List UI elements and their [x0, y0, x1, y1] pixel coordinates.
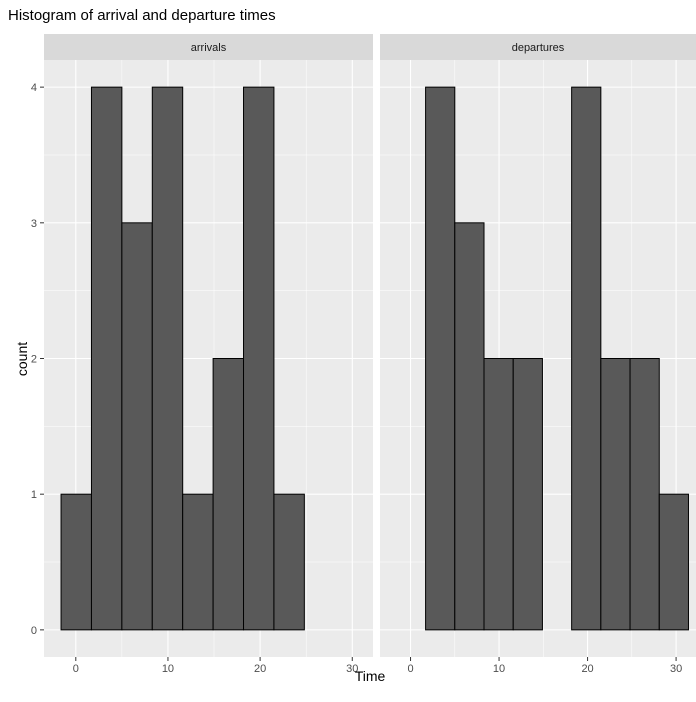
y-tick-label: 2	[31, 354, 37, 366]
x-tick-label: 0	[73, 663, 79, 675]
x-tick-label: 10	[493, 663, 505, 675]
histogram-bar	[121, 222, 153, 631]
histogram-bar	[182, 493, 214, 631]
x-tick-label: 0	[407, 663, 413, 675]
histogram-bar	[571, 86, 602, 631]
x-tick-label: 20	[254, 663, 266, 675]
y-tick-label: 3	[31, 218, 37, 230]
histogram-bar	[425, 86, 456, 631]
facet-strip-label: arrivals	[191, 42, 227, 54]
facet-strip-label: departures	[512, 42, 565, 54]
histogram-bar	[483, 358, 514, 631]
facet-strip-departures	[380, 34, 696, 60]
y-tick-label: 1	[31, 489, 37, 501]
y-tick-label: 0	[31, 625, 37, 637]
y-axis-title: count	[14, 342, 30, 376]
histogram-bar	[512, 358, 543, 631]
x-tick-label: 30	[670, 663, 682, 675]
histogram-bar	[629, 358, 660, 631]
x-tick-label: 10	[162, 663, 174, 675]
histogram-bar	[151, 86, 184, 631]
histogram-bar	[60, 493, 92, 631]
x-tick-label: 30	[346, 663, 358, 675]
chart-title: Histogram of arrival and departure times	[8, 7, 276, 24]
x-axis-title: Time	[355, 668, 386, 684]
histogram-bar	[212, 358, 245, 631]
histogram-bar	[454, 222, 485, 631]
facet-strip-arrivals	[44, 34, 373, 60]
x-tick-label: 20	[581, 663, 593, 675]
histogram-bar	[658, 493, 689, 631]
histogram-bar	[90, 86, 123, 631]
y-tick-label: 4	[31, 82, 37, 94]
histogram-bar	[600, 358, 631, 631]
histogram-bar	[273, 493, 305, 631]
histogram-bar	[243, 86, 275, 631]
